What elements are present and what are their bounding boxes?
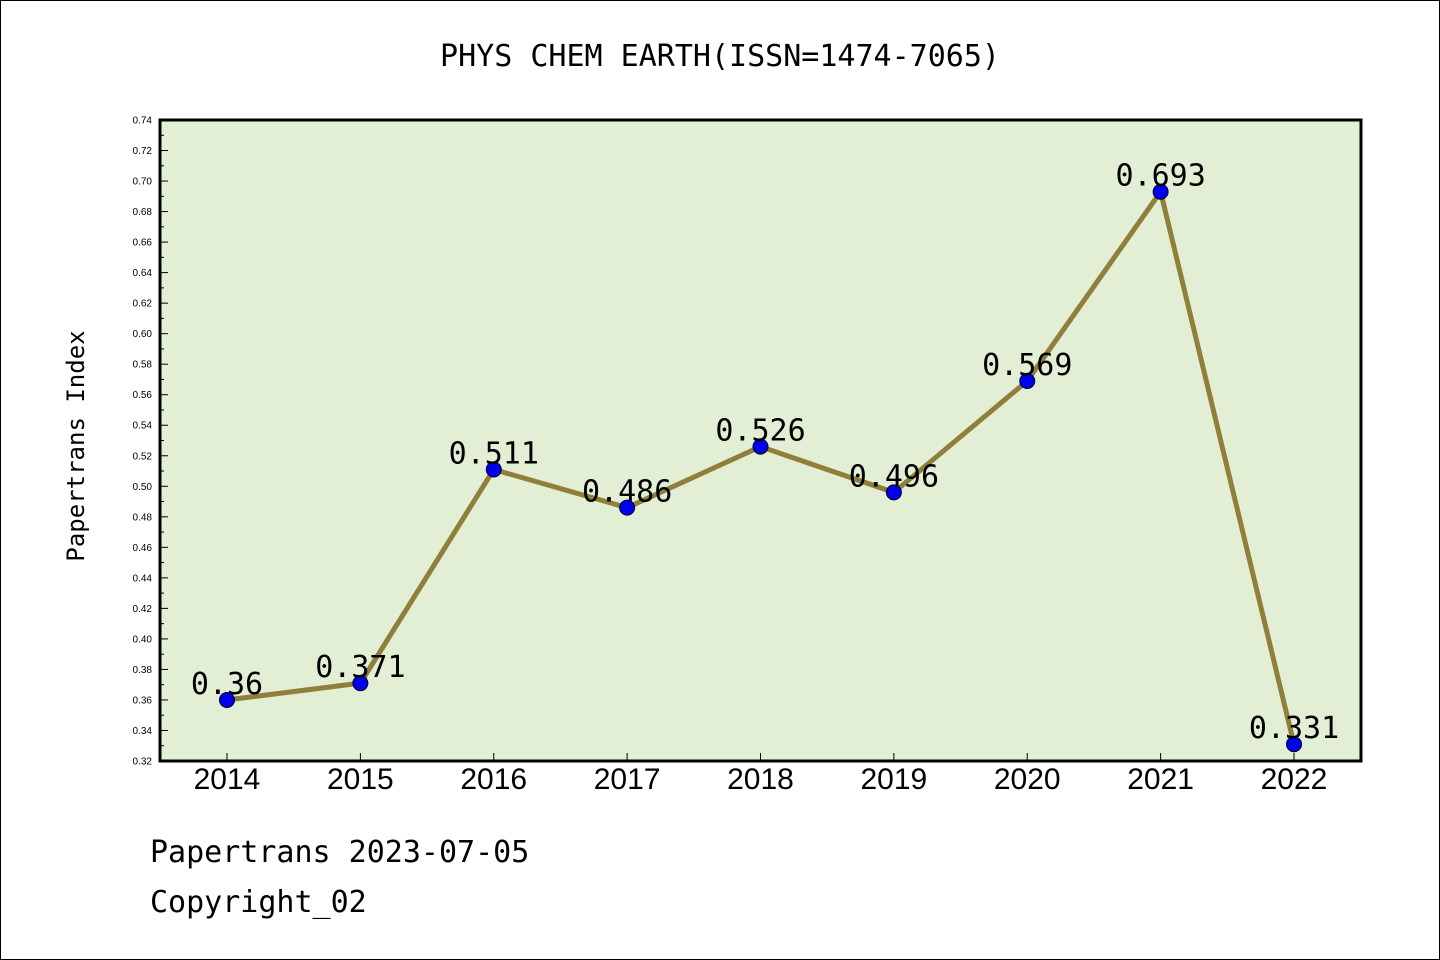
x-tick-label: 2022: [1261, 763, 1328, 796]
y-tick-label: 0.42: [133, 604, 153, 615]
y-tick-label: 0.46: [133, 543, 153, 554]
data-point: [219, 691, 235, 708]
data-point: [1152, 183, 1169, 200]
y-tick-label: 0.32: [133, 757, 153, 768]
y-tick-label: 0.44: [133, 573, 153, 584]
data-label: 0.486: [582, 475, 672, 510]
data-point: [352, 675, 369, 692]
y-axis-label: Papertrans Index: [62, 330, 90, 561]
y-tick-label: 0.74: [133, 116, 153, 127]
y-tick-label: 0.50: [133, 482, 153, 493]
footer-date: Papertrans 2023-07-05: [150, 835, 530, 870]
data-label: 0.36: [191, 667, 263, 702]
data-label: 0.526: [715, 414, 805, 449]
data-label: 0.693: [1115, 159, 1205, 194]
y-tick-label: 0.56: [133, 390, 153, 401]
y-tick-label: 0.70: [133, 177, 153, 188]
data-label: 0.371: [315, 650, 405, 685]
data-label: 0.569: [982, 348, 1072, 383]
data-point: [1286, 736, 1302, 753]
y-tick-label: 0.68: [133, 207, 153, 218]
data-label: 0.496: [849, 459, 939, 494]
y-tick-label: 0.40: [133, 634, 153, 645]
y-tick-label: 0.66: [133, 238, 153, 249]
y-tick-label: 0.38: [133, 665, 153, 676]
y-tick-label: 0.52: [133, 451, 153, 462]
y-tick-label: 0.54: [133, 421, 153, 432]
y-tick-label: 0.60: [133, 329, 153, 340]
y-tick-label: 0.72: [133, 146, 153, 157]
x-tick-label: 2016: [460, 763, 527, 796]
y-tick-label: 0.64: [133, 268, 153, 279]
x-tick-label: 2020: [994, 763, 1061, 796]
y-tick-label: 0.34: [133, 726, 153, 737]
data-label: 0.331: [1249, 711, 1339, 746]
data-point: [752, 438, 769, 455]
series-markers: [219, 183, 1302, 753]
x-axis-ticks: 2014 2015 2016 2017 2018 2019 2020 2021 2022: [194, 753, 1328, 796]
x-tick-label: 2019: [861, 763, 928, 796]
data-point: [1019, 372, 1036, 389]
y-axis-ticks: 0.32 0.34 0.36 0.38 0.40 0.42 0.44 0.46 0.48 0.50…: [133, 116, 168, 768]
data-point: [885, 484, 902, 501]
y-tick-label: 0.62: [133, 299, 153, 310]
y-tick-label: 0.48: [133, 512, 153, 523]
x-tick-label: 2021: [1127, 763, 1194, 796]
data-labels: 0.36 0.371 0.511 0.486 0.526 0.496 0.569 0.693 0…: [191, 159, 1339, 746]
data-point: [485, 461, 502, 478]
x-tick-label: 2014: [194, 763, 261, 796]
chart-title: PHYS CHEM EARTH(ISSN=1474-7065): [440, 39, 1000, 74]
x-tick-label: 2015: [327, 763, 394, 796]
y-tick-label: 0.58: [133, 360, 153, 371]
x-tick-label: 2017: [594, 763, 661, 796]
x-tick-label: 2018: [727, 763, 794, 796]
data-point: [619, 499, 636, 516]
y-tick-label: 0.36: [133, 695, 153, 706]
data-label: 0.511: [449, 436, 539, 471]
footer-copyright: Copyright_02: [150, 885, 367, 920]
